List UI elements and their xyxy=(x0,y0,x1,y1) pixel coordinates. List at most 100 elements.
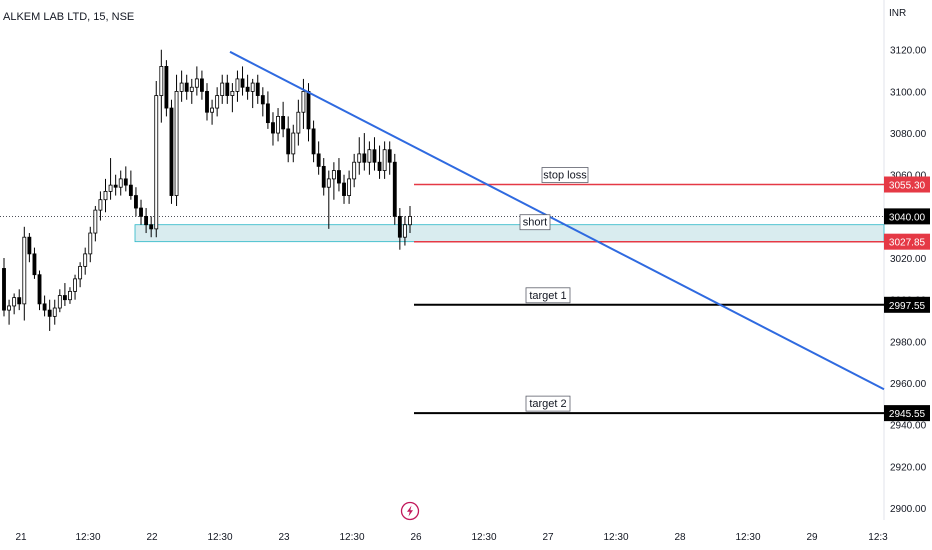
candle-body xyxy=(12,297,17,307)
level-label: stop loss xyxy=(543,170,587,182)
y-tick-label: 3100.00 xyxy=(890,87,927,98)
lightning-icon[interactable] xyxy=(400,501,420,521)
candle xyxy=(184,74,189,100)
candle xyxy=(134,187,138,217)
candle-body xyxy=(17,297,22,305)
candle xyxy=(123,166,128,192)
candle xyxy=(260,87,265,117)
candle-body xyxy=(306,91,311,130)
y-tick-label: 2960.00 xyxy=(890,379,927,390)
candle xyxy=(403,216,407,246)
candle xyxy=(230,83,235,113)
candle xyxy=(103,178,108,213)
candle-body xyxy=(108,184,113,192)
candle xyxy=(42,295,47,317)
candle xyxy=(88,226,93,263)
candle-body xyxy=(225,82,230,96)
candle-body xyxy=(286,128,291,155)
candle xyxy=(281,101,286,138)
candle xyxy=(397,208,402,250)
short-zone[interactable] xyxy=(134,224,885,243)
y-tick-label: 2920.00 xyxy=(890,462,927,473)
candle xyxy=(387,141,392,175)
candle xyxy=(7,299,11,325)
candle-body xyxy=(154,95,159,230)
current-price-tag xyxy=(884,208,930,225)
candle-body xyxy=(276,115,280,134)
level-label-box xyxy=(519,214,551,231)
candle xyxy=(62,283,67,306)
trendline[interactable] xyxy=(229,50,885,391)
level-label: target 1 xyxy=(529,290,566,302)
candle xyxy=(200,70,204,100)
candle-body xyxy=(260,95,265,105)
candle-body xyxy=(397,215,402,238)
price-tag xyxy=(884,296,930,313)
candle xyxy=(215,87,220,117)
candle-body xyxy=(362,153,367,163)
level-label: short xyxy=(523,217,547,229)
candle xyxy=(2,258,6,317)
candle xyxy=(225,74,230,104)
candle-body xyxy=(382,149,387,171)
candle xyxy=(52,299,57,325)
candle xyxy=(271,112,275,146)
candle-body xyxy=(47,309,52,317)
candle xyxy=(68,287,72,304)
x-tick-label: 12:30 xyxy=(603,532,628,543)
candle xyxy=(245,74,250,100)
candle xyxy=(169,99,174,204)
candle-body xyxy=(281,115,286,130)
candle-body xyxy=(387,149,392,163)
candle-body xyxy=(352,161,357,180)
candle xyxy=(149,216,154,238)
candle-body xyxy=(245,86,250,92)
candle-body xyxy=(93,209,98,234)
candle xyxy=(164,60,169,117)
candle xyxy=(189,78,194,104)
candle-body xyxy=(316,153,321,167)
candle-body xyxy=(200,78,204,92)
candle xyxy=(408,205,412,234)
candle xyxy=(342,174,346,204)
candle-body xyxy=(291,132,296,155)
level-label-box xyxy=(541,167,589,183)
candle-body xyxy=(32,253,37,276)
candle-body xyxy=(57,295,62,309)
candle xyxy=(32,247,37,279)
candle xyxy=(47,299,52,331)
candle xyxy=(286,116,291,163)
candle-body xyxy=(68,290,72,301)
candle xyxy=(250,78,255,109)
candle xyxy=(12,293,17,315)
candle xyxy=(128,170,133,200)
candle xyxy=(144,208,149,234)
candle-body xyxy=(392,161,397,217)
candle xyxy=(174,74,179,206)
candle xyxy=(265,91,270,129)
candle xyxy=(17,289,22,311)
level-label-box xyxy=(525,287,571,304)
y-tick-label: 3020.00 xyxy=(890,254,927,265)
candle xyxy=(139,199,143,225)
candle xyxy=(301,78,306,129)
price-tag xyxy=(884,233,930,250)
price-tag-label: 3055.30 xyxy=(889,181,926,192)
candle xyxy=(372,137,377,171)
candle xyxy=(392,153,397,225)
candle xyxy=(73,274,77,300)
candle-body xyxy=(113,184,118,188)
y-tick-label: 3120.00 xyxy=(890,46,927,57)
candle-body xyxy=(62,295,67,301)
candle xyxy=(276,108,280,142)
candle-body xyxy=(255,82,260,96)
candle-body xyxy=(321,165,326,188)
y-tick-label: 2900.00 xyxy=(890,504,927,515)
x-tick-label: 22 xyxy=(146,532,158,543)
price-tag-label: 3027.85 xyxy=(889,238,926,249)
candle xyxy=(352,153,357,188)
currency-label: INR xyxy=(889,8,906,19)
candle-body xyxy=(189,86,194,92)
